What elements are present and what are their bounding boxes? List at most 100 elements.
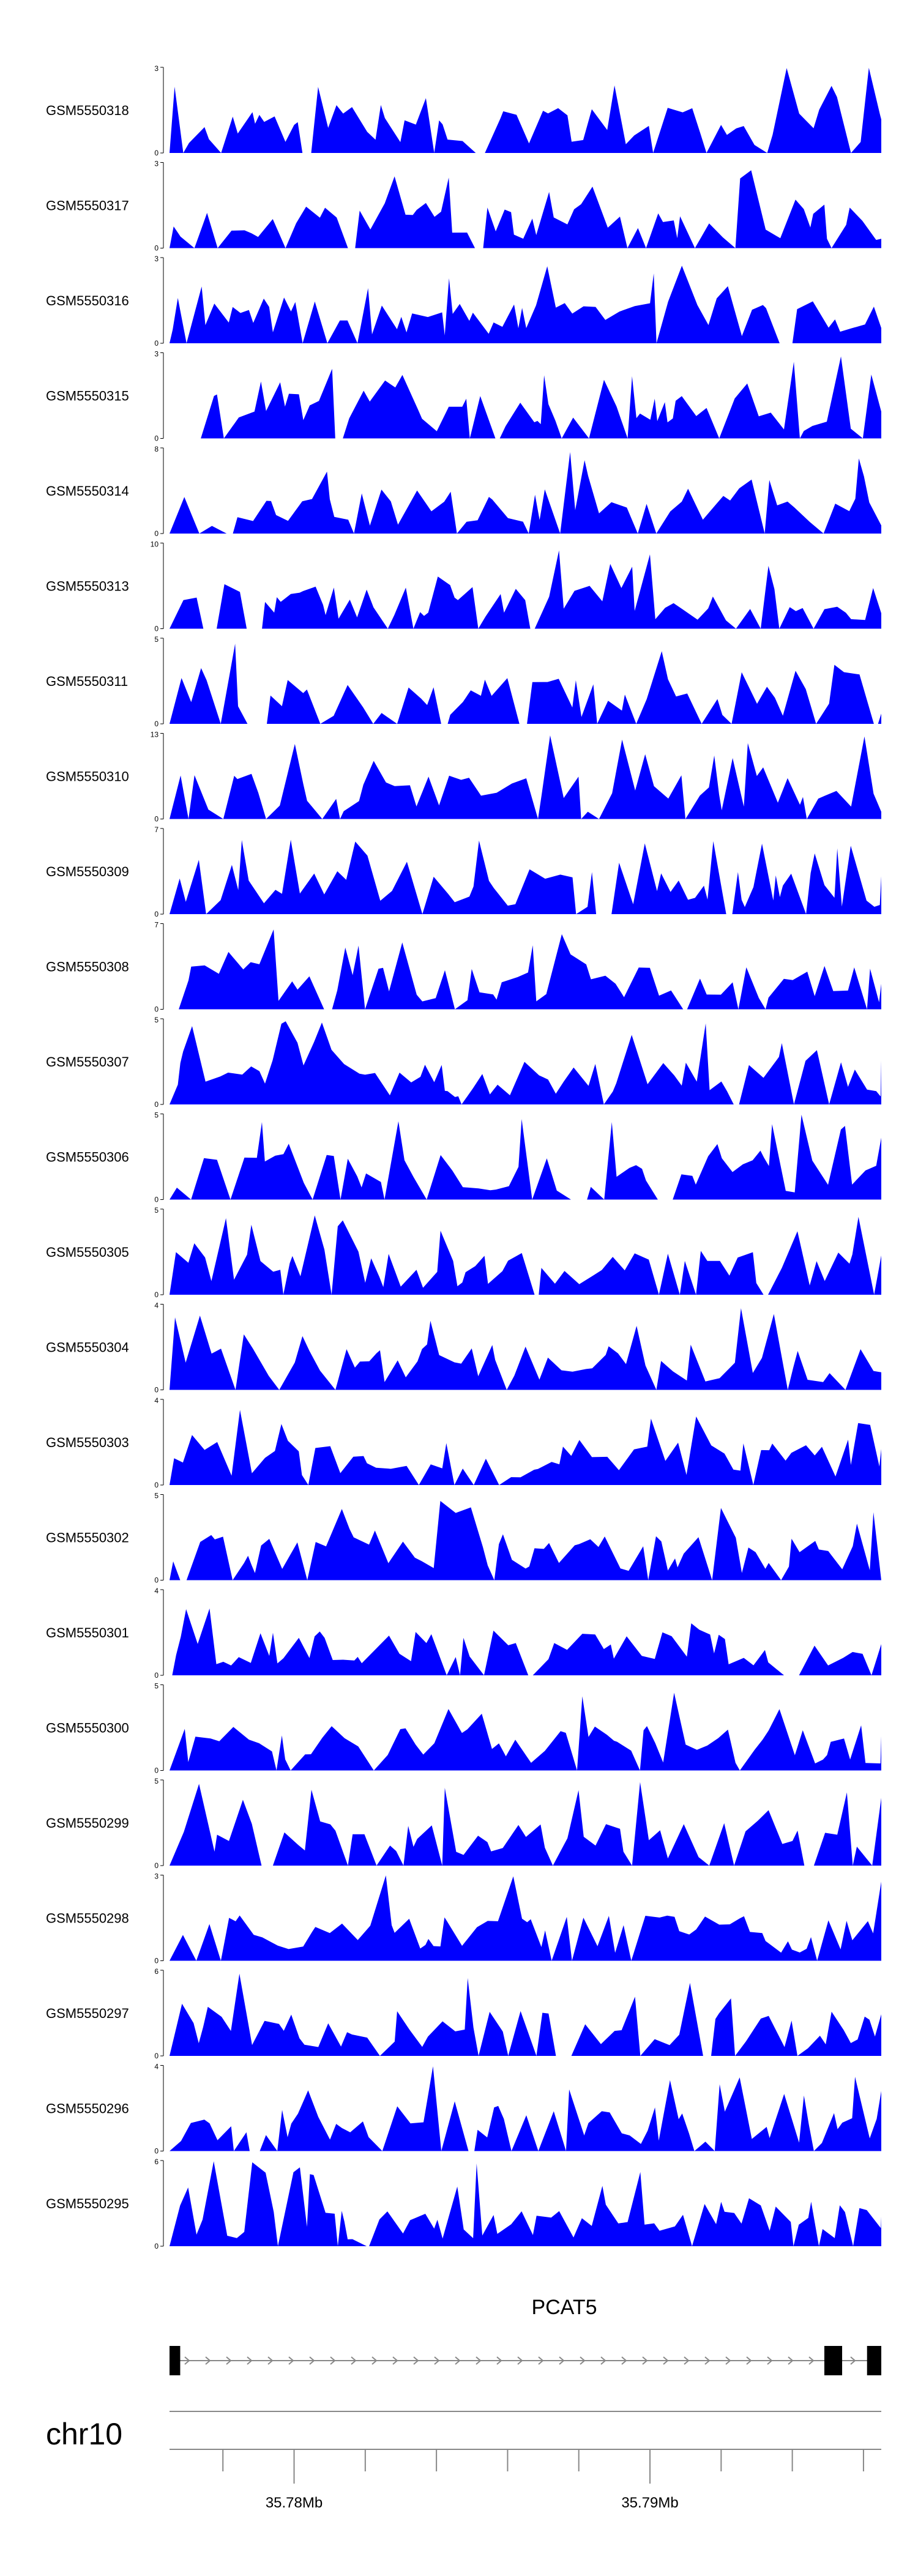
- y-max-label: 3: [154, 160, 159, 168]
- coverage-area: [170, 1782, 881, 1866]
- coverage-area: [170, 644, 881, 724]
- track-label: GSM5550317: [46, 198, 129, 214]
- y-max-label: 4: [154, 1587, 159, 1595]
- strand-arrow: [767, 2356, 773, 2365]
- y-min-label: 0: [154, 149, 159, 157]
- y-min-label: 0: [154, 720, 159, 728]
- gene-track: PCAT5: [170, 2296, 881, 2375]
- track-GSM5550302: GSM5550302 5 0: [46, 1492, 881, 1585]
- coverage-area: [170, 1692, 881, 1771]
- strand-arrow: [580, 2356, 586, 2365]
- y-max-label: 5: [154, 1111, 159, 1120]
- track-GSM5550305: GSM5550305 5 0: [46, 1206, 881, 1299]
- track-GSM5550300: GSM5550300 5 0: [46, 1682, 881, 1775]
- y-min-label: 0: [154, 1290, 159, 1299]
- strand-arrow: [371, 2356, 378, 2365]
- track-label: GSM5550299: [46, 1815, 129, 1831]
- track-label: GSM5550315: [46, 389, 129, 404]
- y-min-label: 0: [154, 1766, 159, 1775]
- y-min-label: 0: [154, 1957, 159, 1965]
- track-label: GSM5550313: [46, 579, 129, 594]
- track-label: GSM5550318: [46, 103, 129, 118]
- exon-block: [824, 2346, 843, 2375]
- y-max-label: 7: [154, 921, 159, 929]
- strand-arrow: [184, 2356, 190, 2365]
- strand-arrow: [351, 2356, 357, 2365]
- track-GSM5550301: GSM5550301 4 0: [46, 1587, 881, 1680]
- coverage-area: [170, 1021, 881, 1104]
- coverage-area: [170, 929, 881, 1010]
- y-min-label: 0: [154, 2052, 159, 2060]
- y-min-label: 0: [154, 910, 159, 918]
- coverage-tracks: GSM555031830GSM555031730GSM555031630GSM5…: [46, 64, 881, 2250]
- y-max-label: 10: [151, 540, 159, 549]
- coverage-area: [170, 266, 881, 343]
- y-max-label: 5: [154, 1016, 159, 1024]
- track-GSM5550317: GSM5550317 3 0: [46, 160, 881, 253]
- coverage-area: [170, 2161, 881, 2246]
- strand-arrow: [663, 2356, 669, 2365]
- y-min-label: 0: [154, 1100, 159, 1109]
- y-min-label: 0: [154, 1861, 159, 1870]
- track-label: GSM5550298: [46, 1911, 129, 1926]
- ideogram-band: [170, 2411, 881, 2412]
- strand-arrow: [309, 2356, 315, 2365]
- strand-arrow: [746, 2356, 752, 2365]
- track-label: GSM5550303: [46, 1435, 129, 1450]
- track-GSM5550295: GSM5550295 6 0: [46, 2157, 881, 2250]
- y-min-label: 0: [154, 1576, 159, 1585]
- coverage-area: [170, 356, 881, 439]
- strand-arrow: [538, 2356, 544, 2365]
- track-GSM5550298: GSM5550298 3 0: [46, 1872, 881, 1965]
- strand-arrow: [684, 2356, 690, 2365]
- track-GSM5550314: GSM5550314 8 0: [46, 445, 881, 538]
- y-max-label: 5: [154, 1492, 159, 1500]
- track-label: GSM5550314: [46, 483, 129, 499]
- track-label: GSM5550297: [46, 2006, 129, 2021]
- track-GSM5550304: GSM5550304 4 0: [46, 1301, 881, 1394]
- y-max-label: 5: [154, 635, 159, 644]
- y-max-label: 3: [154, 350, 159, 359]
- track-GSM5550299: GSM5550299 5 0: [46, 1777, 881, 1870]
- coverage-area: [170, 1114, 881, 1200]
- exon-block: [170, 2346, 181, 2375]
- y-min-label: 0: [154, 1481, 159, 1489]
- track-GSM5550296: GSM5550296 4 0: [46, 2063, 881, 2156]
- track-GSM5550313: GSM5550313 10 0: [46, 540, 881, 633]
- exon-block: [867, 2346, 881, 2375]
- y-min-label: 0: [154, 434, 159, 443]
- axis-coordinate-label: 35.79Mb: [621, 2495, 678, 2511]
- y-max-label: 6: [154, 2157, 159, 2166]
- coverage-area: [170, 1215, 881, 1295]
- strand-arrow: [788, 2356, 794, 2365]
- gene-name-label: PCAT5: [531, 2296, 597, 2319]
- y-min-label: 0: [154, 244, 159, 253]
- y-min-label: 0: [154, 1386, 159, 1394]
- y-min-label: 0: [154, 1671, 159, 1680]
- track-label: GSM5550296: [46, 2101, 129, 2116]
- track-label: GSM5550305: [46, 1245, 129, 1260]
- strand-arrow: [476, 2356, 482, 2365]
- coverage-area: [170, 1501, 881, 1580]
- y-max-label: 5: [154, 1777, 159, 1785]
- strand-arrow: [725, 2356, 731, 2365]
- strand-arrow: [455, 2356, 461, 2365]
- y-min-label: 0: [154, 1005, 159, 1014]
- track-GSM5550311: GSM5550311 5 0: [46, 635, 881, 728]
- y-min-label: 0: [154, 339, 159, 348]
- coverage-area: [170, 2066, 881, 2151]
- track-label: GSM5550310: [46, 769, 129, 784]
- track-label: GSM5550304: [46, 1340, 129, 1355]
- strand-arrow: [413, 2356, 419, 2365]
- track-label: GSM5550309: [46, 864, 129, 879]
- track-label: GSM5550295: [46, 2196, 129, 2211]
- y-min-label: 0: [154, 625, 159, 633]
- strand-arrow: [642, 2356, 648, 2365]
- coverage-area: [170, 452, 881, 534]
- track-GSM5550308: GSM5550308 7 0: [46, 921, 881, 1014]
- coverage-area: [170, 735, 881, 819]
- strand-arrow: [205, 2356, 211, 2365]
- y-max-label: 6: [154, 1967, 159, 1976]
- track-GSM5550307: GSM5550307 5 0: [46, 1016, 881, 1109]
